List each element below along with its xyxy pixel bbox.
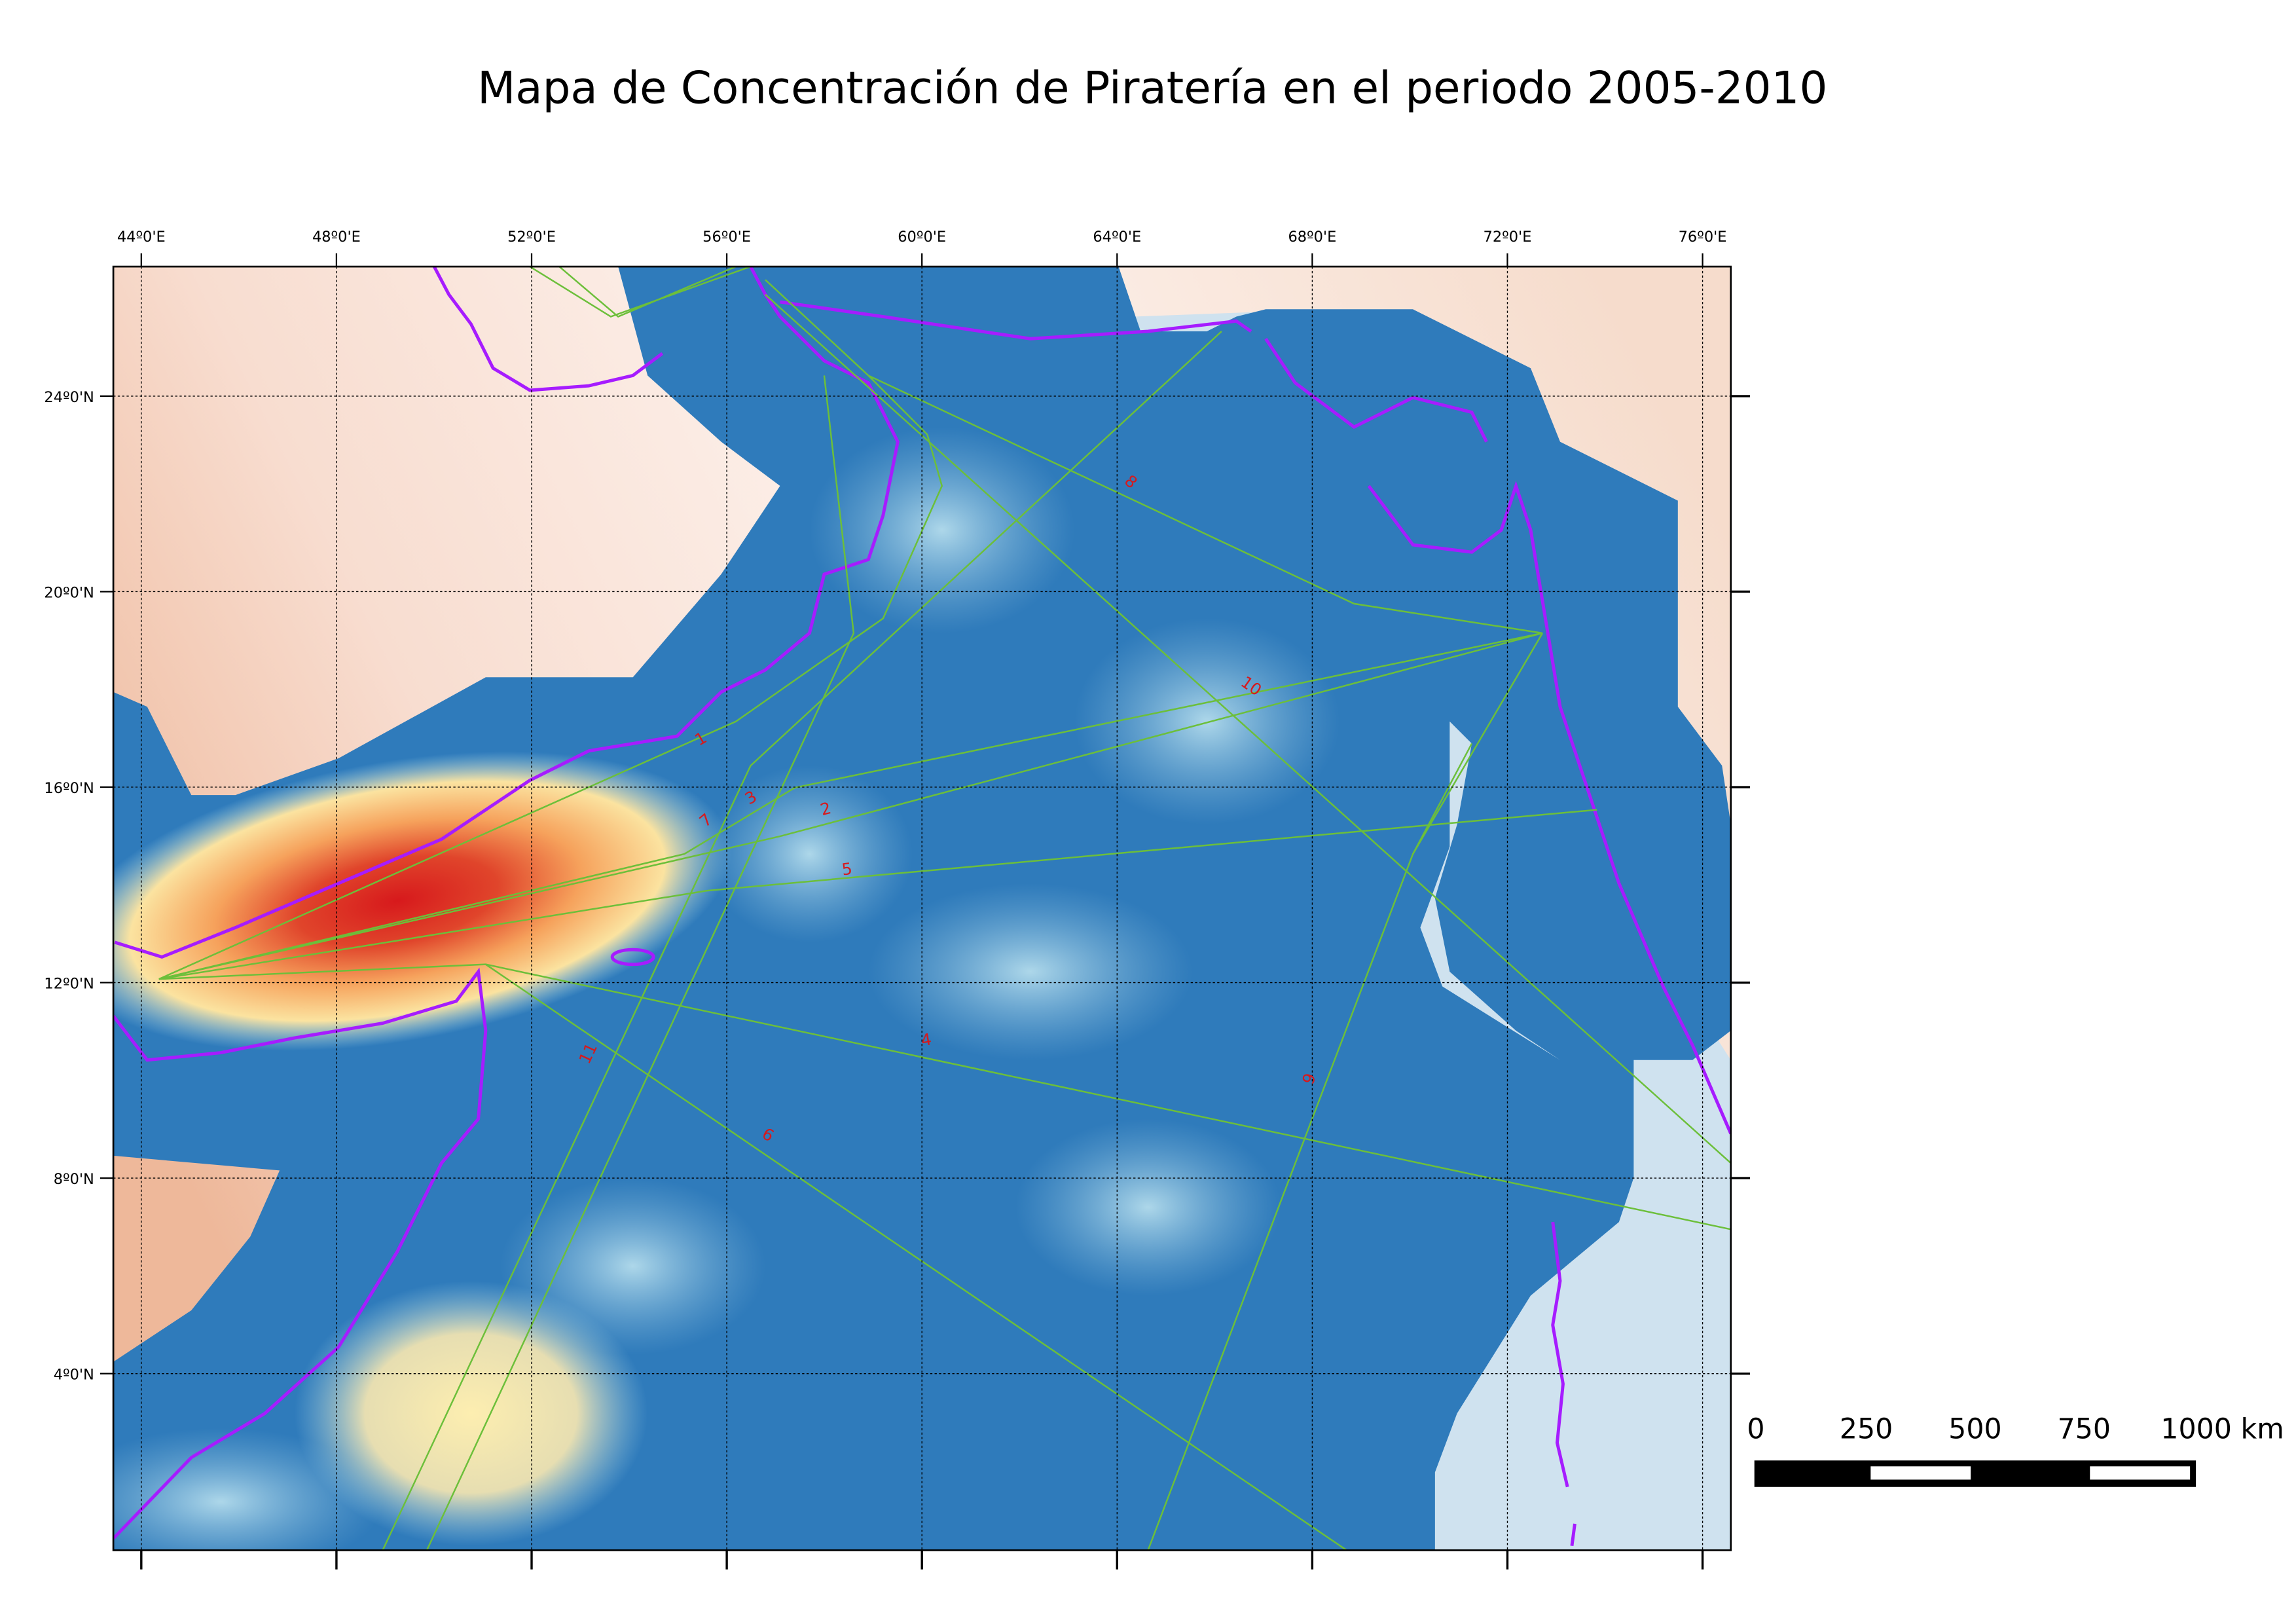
scale-bar-segment bbox=[2090, 1466, 2191, 1480]
scale-bar-segment bbox=[1870, 1466, 1971, 1480]
longitude-label: 52º0'E bbox=[507, 229, 556, 246]
latitude-label: 8º0'N bbox=[54, 1171, 94, 1188]
route-label: 5 bbox=[841, 859, 854, 879]
longitude-label: 60º0'E bbox=[898, 229, 946, 246]
longitude-label: 64º0'E bbox=[1093, 229, 1141, 246]
latitude-label: 24º0'N bbox=[44, 389, 94, 406]
open-sea bbox=[1420, 721, 1560, 1060]
density-highlights bbox=[113, 427, 1339, 1551]
longitude-label: 68º0'E bbox=[1288, 229, 1336, 246]
scale-label: 250 bbox=[1840, 1413, 1893, 1446]
scale-label: 1000 km bbox=[2160, 1413, 2284, 1446]
latitude-label: 4º0'N bbox=[54, 1367, 94, 1384]
scale-label: 750 bbox=[2058, 1413, 2111, 1446]
scale-bar: 0 250 500 750 1000 km bbox=[1747, 1413, 2284, 1487]
map-title: Mapa de Concentración de Piratería en el… bbox=[477, 62, 1827, 114]
longitude-label: 76º0'E bbox=[1679, 229, 1727, 246]
coastlines bbox=[113, 267, 1731, 1546]
longitude-label: 56º0'E bbox=[702, 229, 751, 246]
latitude-label: 16º0'N bbox=[44, 780, 94, 797]
graticule bbox=[113, 267, 1731, 1551]
longitude-label: 44º0'E bbox=[117, 229, 166, 246]
route-label: 2 bbox=[818, 798, 833, 819]
route-label: 4 bbox=[920, 1029, 934, 1050]
longitude-label: 72º0'E bbox=[1484, 229, 1532, 246]
latitude-label: 20º0'N bbox=[44, 584, 94, 601]
shipping-routes bbox=[158, 267, 1731, 1551]
latitude-label: 12º0'N bbox=[44, 976, 94, 993]
graticule-labels: 44º0'E 48º0'E 52º0'E 56º0'E 60º0'E 64º0'E 68º0… bbox=[44, 229, 1750, 1570]
scale-label: 0 bbox=[1747, 1413, 1764, 1446]
scale-label: 500 bbox=[1948, 1413, 2002, 1446]
longitude-label: 48º0'E bbox=[312, 229, 361, 246]
